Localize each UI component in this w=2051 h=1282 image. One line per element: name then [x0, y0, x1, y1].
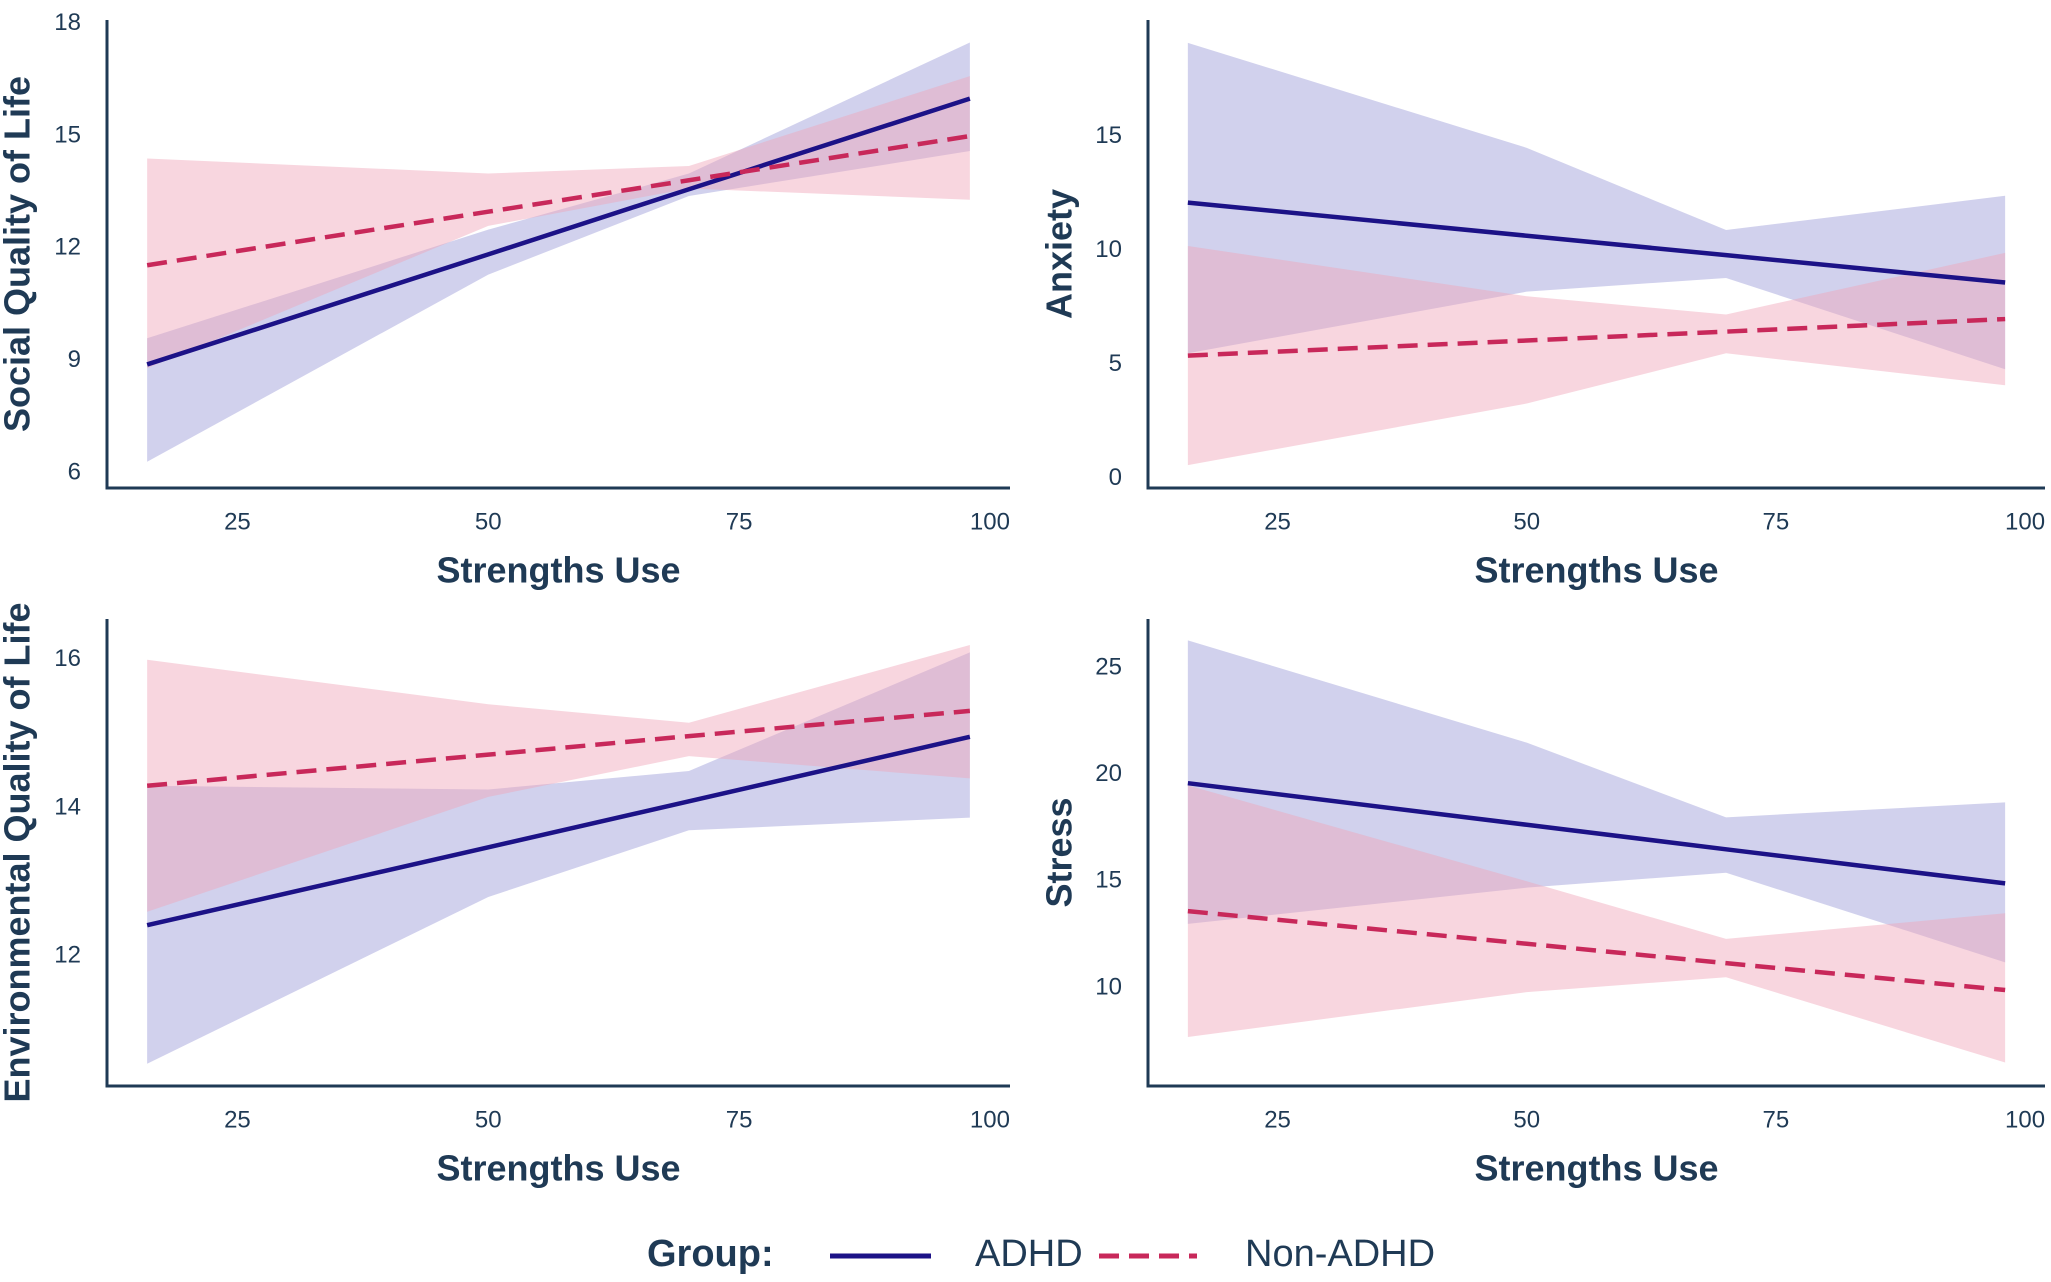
- x-tick-label: 75: [726, 1106, 753, 1133]
- trend-line: [1187, 200, 2006, 285]
- y-tick-label: 18: [54, 9, 81, 36]
- confidence-band: [1187, 640, 2006, 963]
- trend-line: [1187, 780, 2006, 886]
- axis-line: [105, 619, 1010, 1088]
- x-tick-label: 100: [970, 508, 1010, 535]
- y-axis-title: Environmental Quality of Life: [0, 602, 38, 1102]
- axis-line: [1146, 619, 2045, 1088]
- confidence-band: [147, 652, 970, 1064]
- legend-label: Non-ADHD: [1245, 1233, 1435, 1275]
- x-tick-label: 50: [475, 508, 502, 535]
- confidence-band: [147, 42, 970, 462]
- y-tick-label: 10: [1095, 973, 1122, 1000]
- y-tick-label: 12: [54, 234, 81, 261]
- x-tick-label: 50: [475, 1106, 502, 1133]
- x-tick-label: 25: [224, 508, 251, 535]
- x-tick-label: 50: [1513, 508, 1540, 535]
- legend-title: Group:: [647, 1233, 774, 1275]
- y-tick-label: 6: [68, 458, 81, 485]
- y-tick-label: 15: [1095, 867, 1122, 894]
- y-tick-label: 9: [68, 346, 81, 373]
- trend-line: [146, 133, 971, 268]
- confidence-band: [1187, 42, 2006, 370]
- confidence-band: [1187, 785, 2006, 1063]
- x-axis-title: Strengths Use: [436, 550, 680, 591]
- x-tick-label: 75: [1763, 508, 1790, 535]
- legend-label: ADHD: [975, 1233, 1083, 1275]
- x-axis-title: Strengths Use: [1474, 550, 1718, 591]
- trend-line: [1187, 316, 2006, 358]
- x-axis-title: Strengths Use: [1474, 1148, 1718, 1189]
- y-axis-title: Anxiety: [1039, 189, 1080, 319]
- axis-line: [1146, 20, 2045, 490]
- x-tick-label: 25: [224, 1106, 251, 1133]
- y-tick-label: 15: [1095, 122, 1122, 149]
- x-axis-title: Strengths Use: [436, 1148, 680, 1189]
- y-tick-label: 16: [54, 645, 81, 672]
- x-tick-label: 75: [726, 508, 753, 535]
- y-tick-label: 5: [1109, 350, 1122, 377]
- y-tick-label: 0: [1109, 464, 1122, 491]
- x-tick-label: 75: [1763, 1106, 1790, 1133]
- y-tick-label: 10: [1095, 236, 1122, 263]
- y-axis-title: Stress: [1039, 797, 1080, 907]
- x-tick-label: 100: [2005, 508, 2045, 535]
- x-tick-label: 50: [1513, 1106, 1540, 1133]
- y-tick-label: 20: [1095, 760, 1122, 787]
- axis-line: [105, 20, 1010, 490]
- x-tick-label: 100: [970, 1106, 1010, 1133]
- x-tick-label: 25: [1264, 1106, 1291, 1133]
- confidence-band: [147, 644, 970, 912]
- trend-line: [146, 96, 971, 367]
- trend-line: [146, 734, 971, 928]
- y-tick-label: 12: [54, 942, 81, 969]
- y-tick-label: 15: [54, 121, 81, 148]
- confidence-band: [1187, 246, 2006, 466]
- y-tick-label: 25: [1095, 653, 1122, 680]
- x-tick-label: 100: [2005, 1106, 2045, 1133]
- y-axis-title: Social Quality of Life: [0, 76, 38, 432]
- y-tick-label: 14: [54, 793, 81, 820]
- confidence-band: [147, 76, 970, 369]
- x-tick-label: 25: [1264, 508, 1291, 535]
